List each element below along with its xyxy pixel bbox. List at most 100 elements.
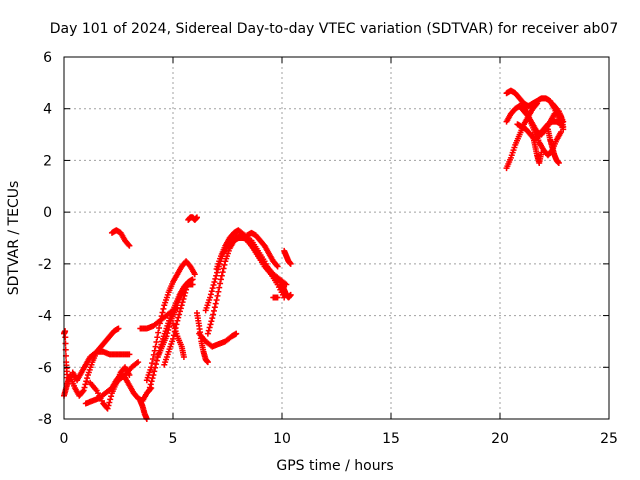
- data-point: [156, 324, 163, 331]
- series-arc-4: [69, 348, 133, 384]
- series-arc-26: [279, 281, 294, 301]
- data-point: [135, 359, 142, 366]
- data-point: [148, 378, 155, 385]
- data-point: [211, 304, 218, 311]
- data-point: [80, 387, 87, 394]
- data-point: [157, 316, 164, 323]
- data-point: [79, 388, 86, 395]
- x-axis-label: GPS time / hours: [276, 458, 393, 474]
- data-point: [154, 334, 161, 341]
- data-point: [178, 302, 185, 309]
- data-point: [210, 282, 217, 289]
- data-point: [83, 378, 90, 385]
- x-tick-label: 10: [273, 431, 291, 447]
- data-point: [159, 309, 166, 316]
- data-point: [125, 241, 132, 248]
- y-tick-label: -2: [38, 257, 52, 273]
- series-arc-16: [185, 214, 200, 223]
- y-tick-label: 0: [43, 205, 52, 221]
- data-point: [233, 330, 240, 337]
- data-point: [149, 356, 156, 363]
- data-point: [105, 402, 112, 409]
- data-point: [166, 323, 173, 330]
- series-arc-1: [61, 328, 71, 381]
- data-point: [191, 271, 198, 278]
- data-point: [189, 281, 196, 288]
- series-arc-8: [108, 227, 133, 249]
- data-point: [213, 297, 220, 304]
- data-point: [533, 101, 540, 108]
- data-point: [106, 399, 113, 406]
- data-point: [180, 296, 187, 303]
- x-tick-label: 25: [600, 431, 618, 447]
- data-point: [208, 318, 215, 325]
- data-point: [181, 292, 188, 299]
- data-point: [152, 364, 159, 371]
- y-tick-label: -6: [38, 360, 52, 376]
- data-point: [155, 329, 162, 336]
- series-arc-24: [244, 229, 281, 270]
- data-point: [126, 242, 133, 249]
- data-point: [82, 381, 89, 388]
- data-point: [146, 384, 153, 391]
- x-tick-label: 15: [382, 431, 400, 447]
- data-point: [174, 317, 181, 324]
- data-point: [205, 327, 212, 334]
- y-tick-label: -4: [38, 309, 52, 325]
- data-point: [211, 278, 218, 285]
- data-point: [183, 286, 190, 293]
- data-point: [149, 375, 156, 382]
- x-tick-label: 5: [169, 431, 178, 447]
- series-arc-25: [281, 247, 294, 267]
- data-point: [215, 288, 222, 295]
- data-point: [151, 368, 158, 375]
- data-point: [274, 294, 281, 301]
- data-point: [213, 272, 220, 279]
- data-point: [81, 384, 88, 391]
- y-tick-label: -8: [38, 412, 52, 428]
- data-point: [204, 330, 211, 337]
- data-point: [221, 261, 228, 268]
- data-point: [126, 372, 133, 379]
- data-point: [287, 291, 294, 298]
- data-point: [534, 100, 541, 107]
- data-point: [207, 321, 214, 328]
- data-point: [217, 280, 224, 287]
- data-point: [212, 275, 219, 282]
- data-point: [560, 123, 567, 130]
- data-point: [62, 328, 69, 335]
- data-point: [287, 260, 294, 267]
- x-tick-label: 0: [60, 431, 69, 447]
- data-point: [104, 405, 111, 412]
- y-axis-label: SDTVAR / TECUs: [6, 181, 22, 296]
- data-point: [273, 262, 280, 269]
- data-point: [62, 340, 69, 347]
- data-point: [217, 276, 224, 283]
- data-point: [207, 291, 214, 298]
- data-point: [84, 375, 91, 382]
- series-arc-20: [204, 235, 242, 337]
- data-point: [165, 327, 172, 334]
- data-point: [182, 289, 189, 296]
- data-point: [210, 311, 217, 318]
- data-point: [126, 351, 133, 358]
- data-point: [170, 335, 176, 342]
- data-point: [179, 299, 186, 306]
- data-point: [180, 353, 187, 360]
- data-point: [558, 128, 565, 135]
- data-point: [153, 357, 160, 364]
- data-point: [163, 333, 170, 340]
- data-point: [176, 311, 183, 318]
- data-point: [147, 381, 154, 388]
- data-point: [150, 372, 157, 379]
- data-point: [538, 149, 545, 156]
- data-point: [115, 325, 122, 332]
- axis-ticks: 0 5 10 15 20 25 -8 -6 -4 -2 0 2 4 6: [38, 50, 618, 447]
- data-point: [212, 300, 219, 307]
- data-point: [209, 315, 216, 322]
- data-point: [152, 343, 159, 350]
- data-point: [219, 269, 226, 276]
- data-point: [208, 288, 215, 295]
- series-arc-15: [170, 320, 187, 360]
